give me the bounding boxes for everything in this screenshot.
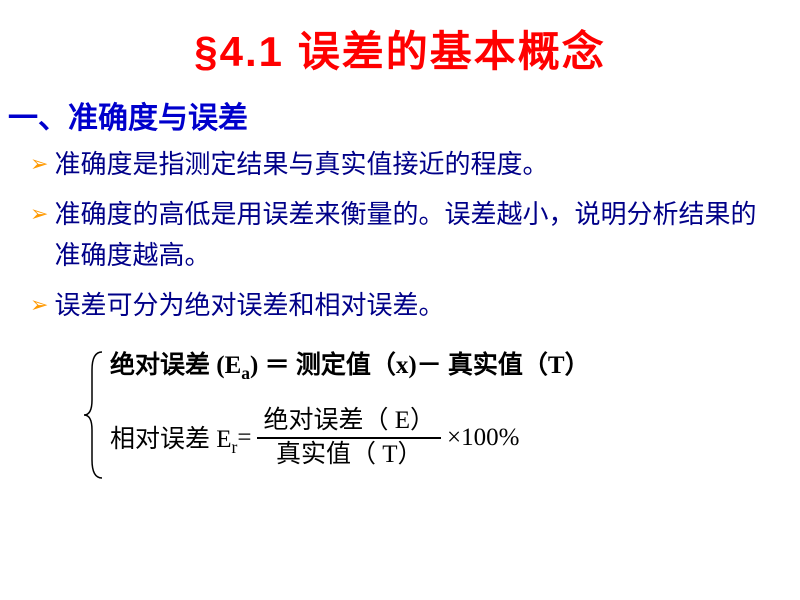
section-heading: 一、准确度与误差 bbox=[0, 93, 800, 137]
numerator: 绝对误差（ E） bbox=[257, 405, 441, 438]
bullet-item: ➢ 误差可分为绝对误差和相对误差。 bbox=[30, 286, 770, 326]
formula-label: 相对误差 Er bbox=[110, 419, 237, 458]
chevron-right-icon: ➢ bbox=[30, 288, 48, 322]
bullet-item: ➢ 准确度的高低是用误差来衡量的。误差越小，说明分析结果的准确度越高。 bbox=[30, 195, 770, 276]
chevron-right-icon: ➢ bbox=[30, 197, 48, 231]
formula-tail: ×100% bbox=[447, 424, 519, 452]
bullet-item: ➢ 准确度是指测定结果与真实值接近的程度。 bbox=[30, 145, 770, 185]
formula-relative-error: 相对误差 Er = 绝对误差（ E） 真实值（ T） ×100% bbox=[110, 402, 800, 474]
formula-block: 绝对误差 (Ea) ＝ 测定值（x)－ 真实值（T） 相对误差 Er = 绝对误… bbox=[0, 344, 800, 474]
equals-sign: = bbox=[237, 424, 251, 452]
bullet-text: 准确度是指测定结果与真实值接近的程度。 bbox=[54, 145, 548, 185]
slide-title: §4.1 误差的基本概念 bbox=[0, 0, 800, 93]
formula-text: 绝对误差 (Ea) ＝ 测定值（x)－ 真实值（T） bbox=[110, 345, 590, 384]
chevron-right-icon: ➢ bbox=[30, 147, 48, 181]
bullet-list: ➢ 准确度是指测定结果与真实值接近的程度。 ➢ 准确度的高低是用误差来衡量的。误… bbox=[0, 137, 800, 326]
bullet-text: 误差可分为绝对误差和相对误差。 bbox=[54, 286, 444, 326]
formula-absolute-error: 绝对误差 (Ea) ＝ 测定值（x)－ 真实值（T） bbox=[110, 344, 800, 384]
fraction: 绝对误差（ E） 真实值（ T） bbox=[257, 405, 441, 472]
bullet-text: 准确度的高低是用误差来衡量的。误差越小，说明分析结果的准确度越高。 bbox=[54, 195, 770, 276]
denominator: 真实值（ T） bbox=[270, 439, 429, 472]
left-brace-icon bbox=[82, 350, 106, 480]
